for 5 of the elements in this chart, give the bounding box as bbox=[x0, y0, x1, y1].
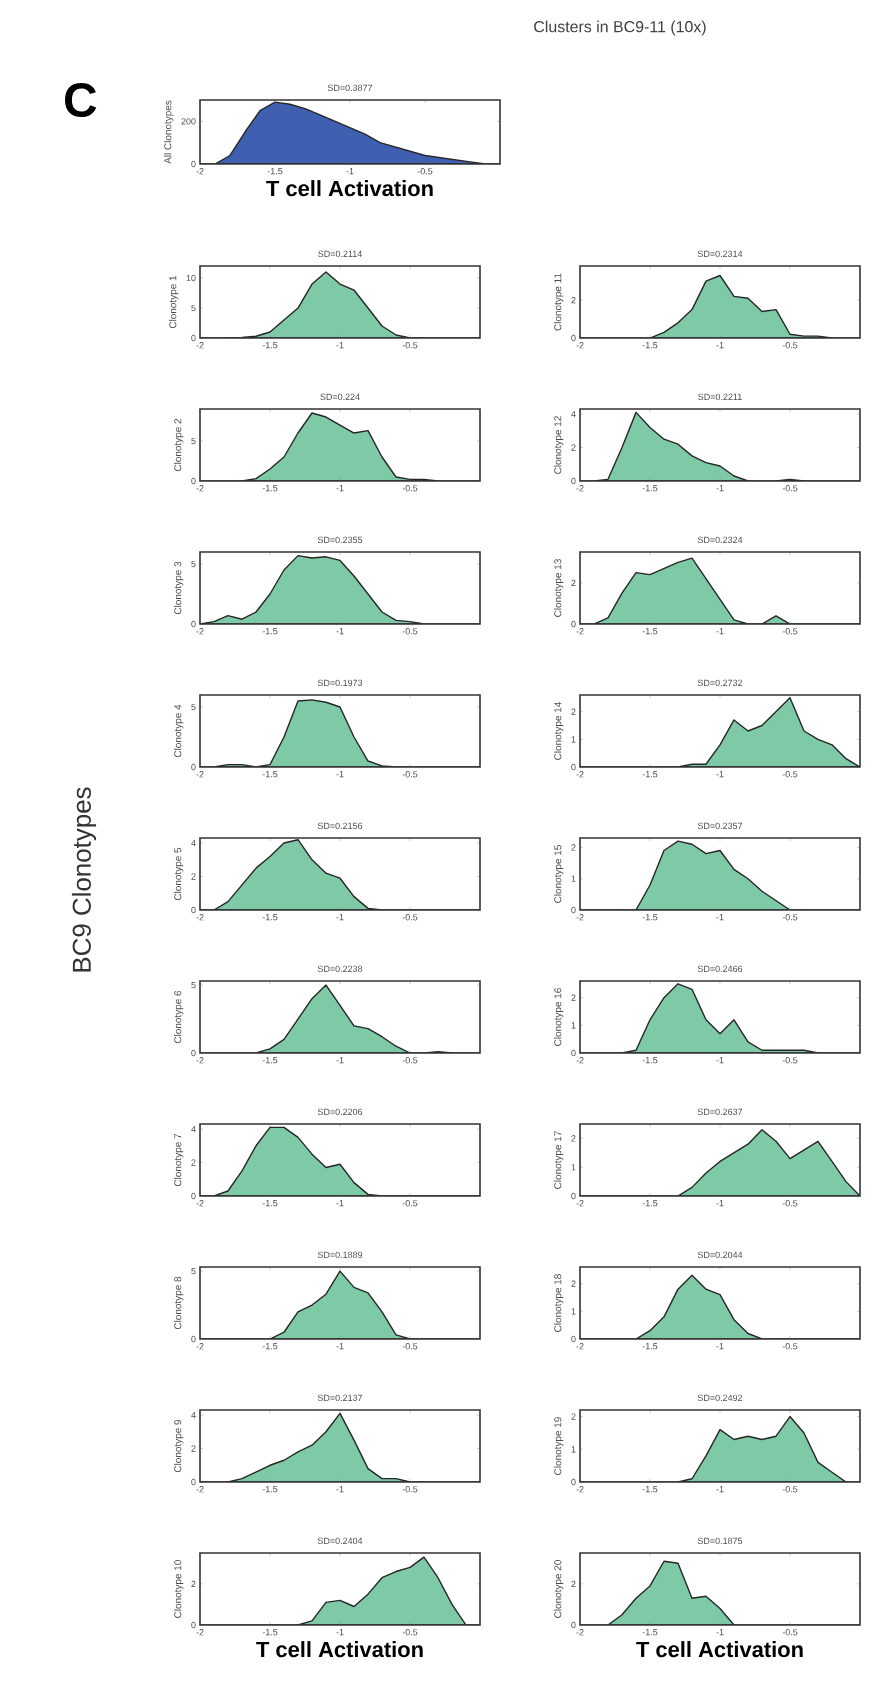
x-axis-title: T cell Activation bbox=[266, 180, 433, 197]
text: C bbox=[65, 83, 97, 117]
text: BC9 Clonotypes bbox=[71, 787, 97, 972]
x-axis-title: T cell Activation bbox=[636, 1641, 803, 1658]
x-axis-title: T cell Activation bbox=[256, 1641, 423, 1658]
